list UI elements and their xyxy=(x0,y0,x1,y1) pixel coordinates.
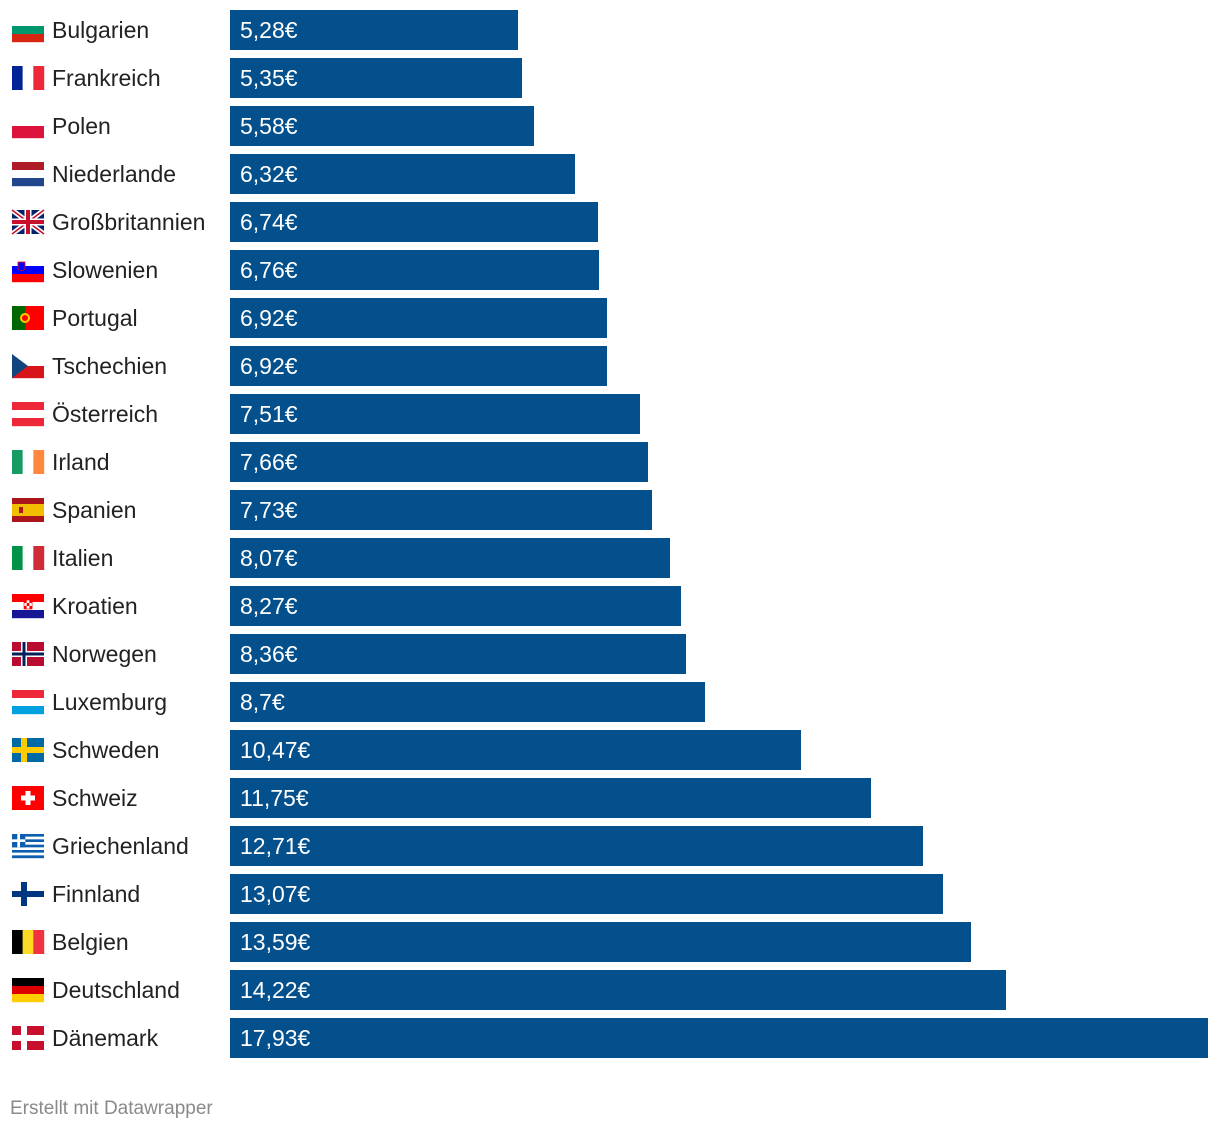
bar xyxy=(230,730,801,770)
row-label: Deutschland xyxy=(52,977,180,1003)
row-label: Spanien xyxy=(52,497,136,523)
row-label: Schweiz xyxy=(52,785,138,811)
footer-credit: Erstellt mit Datawrapper xyxy=(10,1098,213,1119)
flag-gb-icon xyxy=(10,208,46,236)
flag-de-icon xyxy=(12,978,44,1003)
bar xyxy=(230,202,598,242)
bar-value-label: 17,93€ xyxy=(240,1025,311,1051)
row-label: Italien xyxy=(52,545,113,571)
bar xyxy=(230,538,670,578)
bar xyxy=(230,970,1006,1010)
flag-nl-icon xyxy=(12,162,44,187)
bar-value-label: 7,51€ xyxy=(240,401,298,427)
bar-value-label: 8,27€ xyxy=(240,593,298,619)
row-label: Bulgarien xyxy=(52,17,149,43)
bar xyxy=(230,586,681,626)
bar xyxy=(230,298,607,338)
bar-value-label: 6,74€ xyxy=(240,209,298,235)
flag-se-icon xyxy=(12,738,44,762)
bar-value-label: 8,07€ xyxy=(240,545,298,571)
bar xyxy=(230,346,607,386)
flag-be-icon xyxy=(12,930,45,954)
flag-fr-icon xyxy=(12,66,45,90)
row-label: Österreich xyxy=(52,401,158,427)
bar-value-label: 6,76€ xyxy=(240,257,298,283)
flag-es-icon xyxy=(12,498,44,522)
flag-no-icon xyxy=(12,642,44,666)
row-label: Tschechien xyxy=(52,353,167,379)
flag-at-icon xyxy=(12,402,44,427)
bar-value-label: 5,28€ xyxy=(240,17,298,43)
bar xyxy=(230,874,943,914)
bar-value-label: 10,47€ xyxy=(240,737,311,763)
row-label: Luxemburg xyxy=(52,689,167,715)
bar xyxy=(230,250,599,290)
flag-pt-icon xyxy=(12,306,44,330)
flag-pl-icon xyxy=(12,114,44,139)
bar-value-label: 11,75€ xyxy=(240,785,309,811)
row-label: Irland xyxy=(52,449,110,475)
bar xyxy=(230,922,971,962)
flag-it-icon xyxy=(12,546,45,570)
bar xyxy=(230,634,686,674)
flag-si-icon xyxy=(12,258,44,283)
bar-value-label: 6,32€ xyxy=(240,161,298,187)
bar-value-label: 8,7€ xyxy=(240,689,285,715)
row-label: Dänemark xyxy=(52,1025,159,1051)
flag-lu-icon xyxy=(12,690,44,715)
flag-cz-icon xyxy=(12,354,44,379)
bar-value-label: 13,07€ xyxy=(240,881,311,907)
flag-fi-icon xyxy=(12,882,44,906)
bar xyxy=(230,778,871,818)
bar xyxy=(230,490,652,530)
row-label: Portugal xyxy=(52,305,138,331)
row-label: Norwegen xyxy=(52,641,157,667)
bar xyxy=(230,154,575,194)
bar-value-label: 5,58€ xyxy=(240,113,298,139)
bar-value-label: 6,92€ xyxy=(240,305,298,331)
row-label: Griechenland xyxy=(52,833,189,859)
bar-value-label: 5,35€ xyxy=(240,65,298,91)
row-label: Niederlande xyxy=(52,161,176,187)
row-label: Kroatien xyxy=(52,593,138,619)
row-label: Belgien xyxy=(52,929,129,955)
flag-hr-icon xyxy=(12,594,44,619)
bar-value-label: 13,59€ xyxy=(240,929,311,955)
bar-value-label: 12,71€ xyxy=(240,833,311,859)
bar xyxy=(230,394,640,434)
bar xyxy=(230,442,648,482)
bar-value-label: 8,36€ xyxy=(240,641,298,667)
bar xyxy=(230,1018,1208,1058)
flag-bg-icon xyxy=(12,18,44,43)
row-label: Großbritannien xyxy=(52,209,205,235)
flag-ch-icon xyxy=(12,786,44,810)
bar xyxy=(230,682,705,722)
bar-value-label: 6,92€ xyxy=(240,353,298,379)
row-label: Schweden xyxy=(52,737,159,763)
bar xyxy=(230,826,923,866)
bar-value-label: 14,22€ xyxy=(240,977,311,1003)
bar xyxy=(230,10,518,50)
flag-ie-icon xyxy=(12,450,45,474)
bar-value-label: 7,73€ xyxy=(240,497,298,523)
row-label: Frankreich xyxy=(52,65,161,91)
row-label: Polen xyxy=(52,113,111,139)
row-label: Slowenien xyxy=(52,257,158,283)
flag-dk-icon xyxy=(12,1026,44,1050)
bar xyxy=(230,106,534,146)
row-label: Finnland xyxy=(52,881,140,907)
bar xyxy=(230,58,522,98)
bar-value-label: 7,66€ xyxy=(240,449,298,475)
flag-gr-icon xyxy=(12,834,44,859)
